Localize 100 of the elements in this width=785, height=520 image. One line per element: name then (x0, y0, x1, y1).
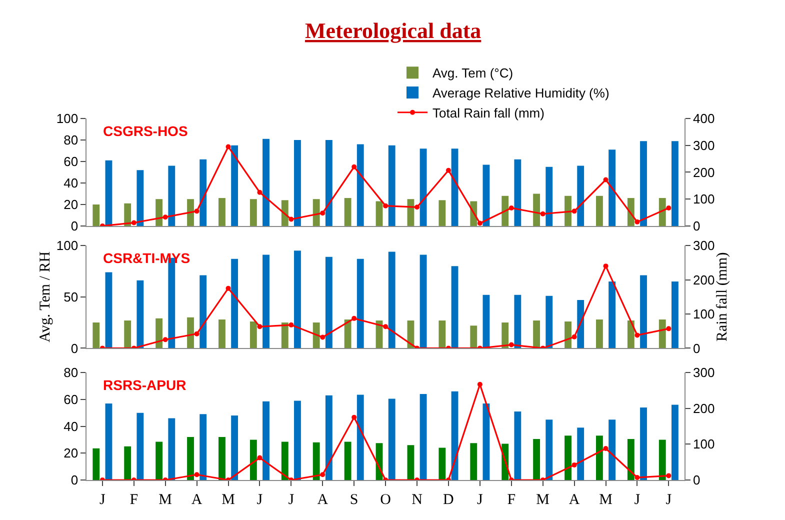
bar (344, 442, 352, 480)
point (162, 337, 168, 342)
y-tick-label: 80 (64, 365, 78, 380)
bar (658, 440, 666, 480)
bar (470, 443, 478, 480)
y-tick-label: 60 (64, 154, 78, 170)
bar (105, 160, 112, 226)
y-tick-label: 0 (70, 472, 78, 488)
y2-tick-label: 400 (693, 111, 715, 126)
bar (231, 145, 238, 226)
bar (533, 194, 540, 226)
bar (294, 250, 301, 348)
x-tick-label: M (599, 492, 612, 508)
bar (640, 275, 647, 348)
y2-tick-label: 300 (693, 238, 715, 254)
bar (156, 199, 163, 226)
bar (438, 448, 446, 480)
bar (564, 196, 572, 226)
point (226, 286, 231, 291)
x-tick-label: F (507, 492, 516, 508)
bar (482, 164, 490, 226)
x-tick-label: N (412, 492, 423, 508)
bar (356, 144, 364, 226)
bar (596, 319, 603, 348)
x-tick-label: A (317, 492, 328, 508)
bar (124, 203, 132, 226)
point (603, 264, 608, 269)
bar (420, 148, 427, 226)
x-tick-label: J (100, 492, 106, 508)
y-tick-label: 100 (56, 238, 78, 254)
bar (658, 319, 666, 348)
bar (156, 318, 163, 348)
y-tick-label: 60 (64, 392, 78, 407)
y2-tick-label: 100 (693, 436, 715, 452)
point (414, 204, 420, 210)
bar (672, 281, 678, 348)
bar (672, 141, 678, 226)
x-tick-label: J (666, 492, 672, 508)
bar (514, 294, 522, 348)
bar (200, 159, 207, 226)
bar (438, 320, 446, 348)
point (288, 322, 294, 328)
bar (577, 428, 584, 480)
annotation: CSR&TI-MYS (103, 250, 190, 266)
bar (105, 403, 112, 480)
point (383, 324, 388, 330)
point (352, 316, 357, 321)
point (194, 208, 200, 214)
bar (281, 322, 288, 348)
bar (577, 300, 584, 348)
bar (168, 418, 176, 480)
point (572, 334, 577, 340)
point (666, 205, 672, 210)
bar (546, 296, 553, 348)
bar (564, 322, 572, 348)
point (226, 144, 231, 150)
bar (608, 150, 616, 226)
bar (312, 442, 320, 480)
bar (627, 320, 634, 348)
point (603, 177, 608, 182)
bar (420, 394, 427, 480)
point (320, 472, 326, 478)
y2-axis-title: Rain fall (mm) (714, 252, 731, 342)
point (666, 473, 672, 478)
bar (168, 166, 176, 226)
x-tick-label: J (634, 492, 640, 508)
bar (124, 320, 132, 348)
point (257, 190, 262, 195)
point (572, 208, 577, 214)
y2-tick-label: 200 (693, 272, 715, 288)
y-tick-label: 40 (64, 176, 78, 191)
annotation: CSGRS-HOS (103, 123, 188, 139)
bar (136, 280, 144, 348)
bar (281, 442, 288, 480)
point (257, 324, 262, 330)
y-tick-label: 0 (70, 340, 78, 356)
bar (546, 420, 553, 480)
point (634, 332, 640, 338)
point (477, 382, 482, 387)
y2-tick-label: 300 (693, 138, 715, 153)
bar (356, 394, 364, 480)
y-tick-label: 0 (70, 218, 78, 234)
bar (640, 407, 647, 480)
bar (546, 166, 553, 226)
y2-tick-label: 0 (693, 340, 700, 356)
point (666, 326, 672, 332)
y-axis-title: Avg. Tem / RH (38, 251, 54, 342)
point (540, 211, 546, 216)
x-tick-label: M (536, 492, 550, 508)
x-tick-label: M (158, 492, 172, 508)
bar (200, 414, 207, 480)
point (634, 474, 640, 480)
point (634, 219, 640, 224)
bar (218, 437, 226, 480)
bar (596, 436, 603, 480)
bar (262, 254, 270, 348)
x-tick-label: A (568, 492, 580, 508)
bar (407, 445, 414, 480)
y2-tick-label: 0 (693, 218, 700, 234)
bar (92, 322, 100, 348)
